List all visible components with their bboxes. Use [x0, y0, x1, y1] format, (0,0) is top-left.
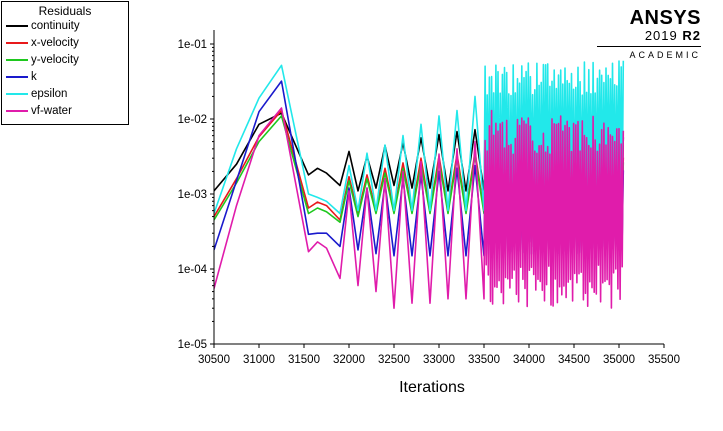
series-vf-water	[214, 107, 625, 309]
brand-version-release: R2	[682, 28, 701, 43]
legend-item-vf-water: vf-water	[2, 103, 128, 120]
legend-label: x-velocity	[31, 37, 79, 49]
x-tick-label: 35500	[648, 354, 680, 366]
legend: Residuals continuity x-velocity y-velocity…	[1, 1, 129, 125]
brand-divider	[597, 46, 701, 47]
legend-swatch	[6, 76, 28, 78]
x-tick-label: 34500	[558, 354, 590, 366]
y-tick-label: 1e-03	[178, 189, 207, 201]
legend-item-y-velocity: y-velocity	[2, 52, 128, 69]
y-tick-label: 1e-05	[178, 339, 207, 351]
legend-swatch	[6, 110, 28, 112]
legend-items: continuity x-velocity y-velocity k epsilon vf…	[2, 18, 128, 120]
legend-item-x-velocity: x-velocity	[2, 35, 128, 52]
legend-item-epsilon: epsilon	[2, 86, 128, 103]
brand-edition: ACADEMIC	[629, 50, 701, 60]
legend-label: vf-water	[31, 105, 72, 117]
x-tick-label: 31000	[243, 354, 275, 366]
x-tick-label: 32500	[378, 354, 410, 366]
brand-version-year: 2019	[644, 28, 678, 43]
brand-name: ANSYS	[629, 7, 701, 29]
series-line-vf-water	[214, 107, 625, 309]
x-tick-label: 35000	[603, 354, 635, 366]
legend-swatch	[6, 59, 28, 61]
legend-title: Residuals	[38, 4, 92, 18]
brand-version: 2019 R2	[591, 28, 701, 44]
y-tick-label: 1e-02	[178, 114, 207, 126]
legend-label: continuity	[31, 20, 80, 32]
legend-item-continuity: continuity	[2, 18, 128, 35]
y-tick-label: 1e-01	[178, 39, 207, 51]
series-layer	[214, 60, 625, 309]
axes-layer: 30500 31000 31500 32000 32500 33000 33500 34000…	[178, 30, 680, 366]
x-tick-label: 33000	[423, 354, 455, 366]
x-axis-title: Iterations	[399, 379, 465, 396]
x-tick-label: 31500	[288, 354, 320, 366]
x-tick-label: 34000	[513, 354, 545, 366]
legend-label: y-velocity	[31, 54, 79, 66]
x-tick-label: 30500	[198, 354, 230, 366]
legend-swatch	[6, 42, 28, 44]
legend-swatch	[6, 25, 28, 27]
x-tick-label: 32000	[333, 354, 365, 366]
legend-label: k	[31, 71, 37, 83]
legend-item-k: k	[2, 69, 128, 86]
y-tick-label: 1e-04	[178, 264, 208, 276]
brand-logo: ANSYS 2019 R2 ACADEMIC	[591, 8, 701, 61]
x-tick-label: 33500	[468, 354, 500, 366]
legend-swatch	[6, 93, 28, 95]
legend-label: epsilon	[31, 88, 68, 100]
